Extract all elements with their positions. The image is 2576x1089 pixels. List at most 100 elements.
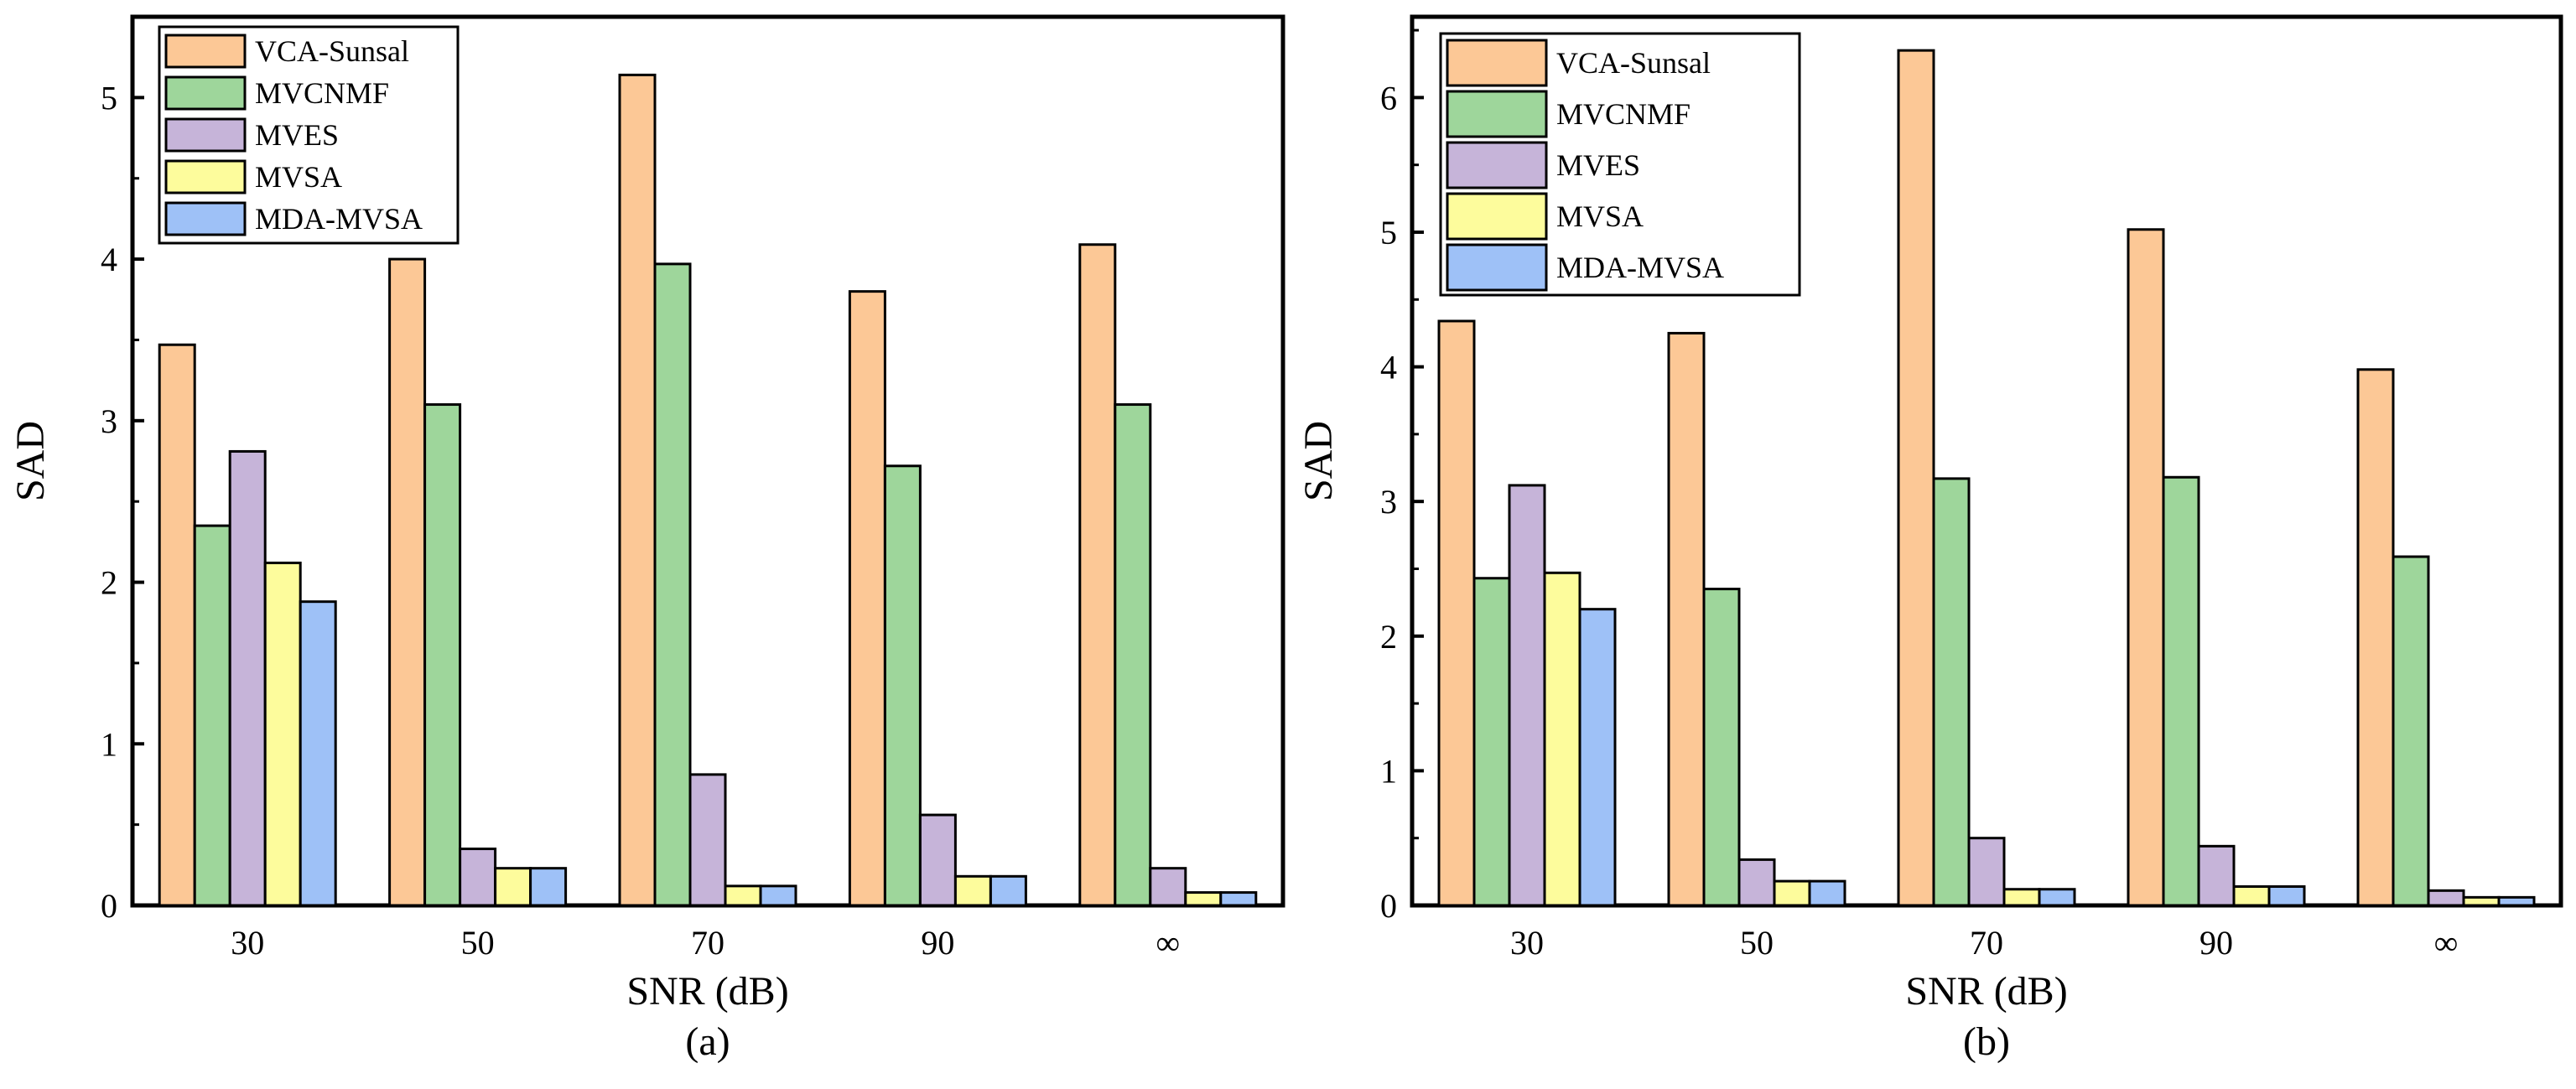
y-tick-label: 1 bbox=[1380, 752, 1397, 790]
legend-swatch bbox=[1446, 39, 1548, 87]
bar-mvsa-0 bbox=[1543, 571, 1581, 907]
bar-mda-mvsa-1 bbox=[1808, 879, 1846, 907]
x-tick-label: 50 bbox=[1740, 924, 1774, 962]
legend-label: MVES bbox=[255, 118, 339, 152]
bar-mvsa-4 bbox=[1184, 891, 1223, 907]
bar-mves-0 bbox=[228, 449, 267, 907]
bar-mvcnmf-1 bbox=[1702, 588, 1741, 907]
bar-mvsa-3 bbox=[2232, 885, 2271, 907]
legend-swatch bbox=[1446, 243, 1548, 292]
bar-mvsa-2 bbox=[2002, 888, 2041, 907]
y-tick-label: 5 bbox=[1380, 214, 1397, 252]
legend-label: MDA-MVSA bbox=[255, 202, 423, 236]
legend-swatch bbox=[1446, 90, 1548, 138]
x-tick-label: 90 bbox=[921, 924, 954, 962]
bar-mvsa-1 bbox=[1773, 879, 1811, 907]
y-axis-title: SAD bbox=[8, 421, 53, 501]
bar-mvsa-0 bbox=[263, 561, 302, 907]
bar-vca-sunsal-3 bbox=[2127, 228, 2165, 907]
legend: VCA-Sunsal MVCNMF MVES MVSA MDA-MVSA bbox=[158, 25, 460, 245]
bar-mves-1 bbox=[1737, 858, 1776, 907]
legend-label: MVES bbox=[1556, 148, 1640, 182]
bar-mvcnmf-4 bbox=[2392, 555, 2430, 907]
bar-mves-4 bbox=[2427, 889, 2465, 907]
bar-vca-sunsal-1 bbox=[1667, 331, 1706, 907]
x-tick-label: 70 bbox=[1970, 924, 2003, 962]
legend-label: MVCNMF bbox=[1556, 97, 1690, 131]
y-tick-label: 3 bbox=[1380, 483, 1397, 521]
y-tick-label: 5 bbox=[101, 79, 117, 117]
panel-caption: (b) bbox=[1963, 1019, 2010, 1064]
y-tick-label: 3 bbox=[101, 402, 117, 440]
bar-mvcnmf-4 bbox=[1114, 403, 1152, 907]
legend-label: MDA-MVSA bbox=[1556, 251, 1724, 284]
legend-swatch bbox=[1446, 192, 1548, 241]
chart-panel-b: 0 1 2 3 4 5 6 30 50 70 90 ∞ SNR (dB) SAD (b) VCA-Sunsal… bbox=[1296, 14, 2563, 1064]
bar-mves-0 bbox=[1508, 484, 1546, 907]
y-tick-label: 0 bbox=[1380, 887, 1397, 925]
bar-mda-mvsa-4 bbox=[1219, 891, 1258, 907]
bar-vca-sunsal-0 bbox=[1437, 319, 1476, 907]
bar-mda-mvsa-0 bbox=[1578, 608, 1617, 907]
y-tick-label: 0 bbox=[101, 887, 117, 925]
legend-label: VCA-Sunsal bbox=[1556, 46, 1711, 80]
legend-swatch bbox=[1446, 141, 1548, 189]
bar-vca-sunsal-3 bbox=[848, 290, 886, 907]
x-tick-label: 90 bbox=[2199, 924, 2233, 962]
bar-mves-3 bbox=[918, 813, 957, 907]
bar-mves-4 bbox=[1149, 867, 1187, 907]
x-tick-label: ∞ bbox=[1156, 924, 1181, 962]
x-axis-title: SNR (dB) bbox=[626, 969, 788, 1014]
bar-mvsa-1 bbox=[494, 867, 532, 907]
y-tick-label: 4 bbox=[1380, 349, 1397, 386]
legend: VCA-Sunsal MVCNMF MVES MVSA MDA-MVSA bbox=[1439, 32, 1801, 297]
legend-swatch bbox=[164, 117, 247, 153]
bar-mves-2 bbox=[1967, 837, 2006, 907]
x-tick-label: 50 bbox=[461, 924, 495, 962]
bar-mvcnmf-2 bbox=[653, 262, 692, 907]
legend-swatch bbox=[164, 201, 247, 236]
bar-vca-sunsal-4 bbox=[2356, 368, 2395, 907]
x-tick-label: 70 bbox=[691, 924, 724, 962]
bar-mvcnmf-0 bbox=[193, 524, 231, 907]
y-tick-label: 4 bbox=[101, 241, 117, 278]
x-tick-label: ∞ bbox=[2434, 924, 2459, 962]
bar-mves-1 bbox=[459, 848, 497, 907]
y-tick-label: 1 bbox=[101, 725, 117, 763]
bar-mvsa-3 bbox=[953, 874, 992, 907]
x-axis-title: SNR (dB) bbox=[1905, 969, 2067, 1014]
bar-mda-mvsa-2 bbox=[759, 884, 797, 907]
bar-mda-mvsa-1 bbox=[529, 867, 568, 907]
chart-panel-a: 0 1 2 3 4 5 30 50 70 90 ∞ SNR (dB) SAD (a) VCA-Sunsal M… bbox=[8, 14, 1285, 1064]
y-tick-label: 2 bbox=[1380, 618, 1397, 656]
bar-vca-sunsal-2 bbox=[1897, 49, 1935, 907]
y-tick-label: 2 bbox=[101, 564, 117, 602]
y-axis-title: SAD bbox=[1296, 421, 1341, 501]
bar-vca-sunsal-1 bbox=[388, 257, 427, 907]
bar-mvcnmf-1 bbox=[423, 403, 462, 907]
panel-caption: (a) bbox=[685, 1019, 730, 1064]
legend-swatch bbox=[164, 34, 247, 69]
bar-mvcnmf-3 bbox=[883, 464, 922, 907]
y-tick-label: 6 bbox=[1380, 79, 1397, 117]
bar-mda-mvsa-4 bbox=[2497, 895, 2536, 907]
x-tick-label: 30 bbox=[1510, 924, 1544, 962]
legend-swatch bbox=[164, 75, 247, 111]
bar-mvcnmf-0 bbox=[1472, 577, 1511, 907]
bar-mda-mvsa-3 bbox=[2267, 885, 2306, 907]
legend-label: MVSA bbox=[1556, 200, 1644, 233]
bar-mvcnmf-2 bbox=[1932, 477, 1971, 907]
bar-vca-sunsal-4 bbox=[1078, 243, 1117, 907]
bar-mda-mvsa-0 bbox=[299, 600, 337, 907]
legend-swatch bbox=[164, 159, 247, 194]
bar-vca-sunsal-2 bbox=[618, 73, 657, 907]
bar-mves-3 bbox=[2197, 844, 2236, 907]
bar-mvcnmf-3 bbox=[2162, 475, 2200, 907]
legend-label: MVSA bbox=[255, 160, 342, 194]
legend-label: VCA-Sunsal bbox=[255, 34, 409, 68]
bar-vca-sunsal-0 bbox=[158, 343, 196, 907]
x-tick-label: 30 bbox=[231, 924, 264, 962]
bar-mda-mvsa-3 bbox=[989, 874, 1027, 907]
legend-label: MVCNMF bbox=[255, 76, 389, 110]
